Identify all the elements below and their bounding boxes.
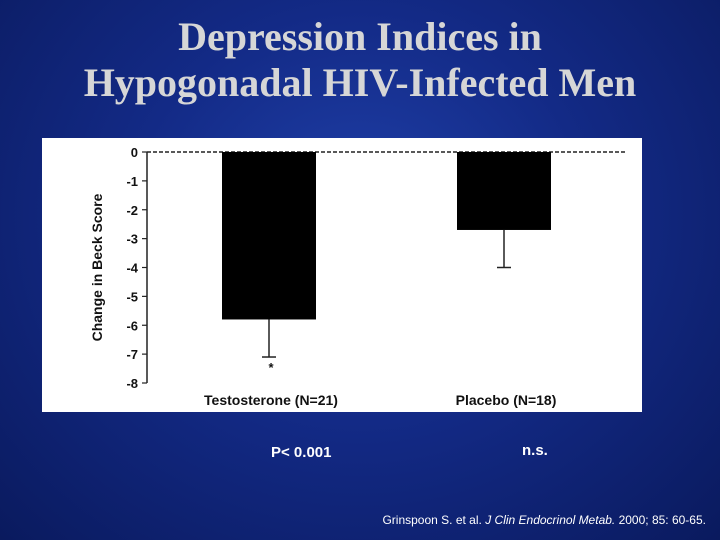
labels: 0 -1 -2 -3 -4 -5 -6 -7 -8 Change in Beck Score * Te… [89,145,556,408]
y-tick-label: 0 [131,145,138,160]
citation: Grinspoon S. et al. J Clin Endocrinol Me… [382,513,706,527]
y-tick-label: -3 [126,232,138,247]
bar-chart: 0 -1 -2 -3 -4 -5 -6 -7 -8 Change in Beck Score * Te… [89,145,627,408]
y-tick-label: -5 [126,289,138,304]
axes [142,151,627,384]
chart-panel: 0 -1 -2 -3 -4 -5 -6 -7 -8 Change in Beck Score * Te… [42,138,642,412]
citation-details: 2000; 85: 60-65. [615,513,706,527]
bars [222,152,551,358]
significance-marker: * [268,360,274,375]
title-line-2: Hypogonadal HIV-Infected Men [83,60,637,105]
pvalue-testosterone: P< 0.001 [271,444,332,461]
category-label: Placebo (N=18) [456,392,557,408]
category-label: Testosterone (N=21) [204,392,338,408]
bar [222,152,316,320]
pvalue-placebo: n.s. [522,442,548,459]
y-tick-label: -2 [126,203,138,218]
y-tick-label: -8 [126,376,138,391]
y-axis-label: Change in Beck Score [89,193,105,341]
y-tick-label: -7 [126,347,138,362]
citation-authors: Grinspoon S. et al. [382,513,486,527]
slide-title: Depression Indices in Hypogonadal HIV-In… [0,14,720,106]
title-line-1: Depression Indices in [178,14,542,59]
y-tick-label: -1 [126,174,138,189]
citation-journal: J Clin Endocrinol Metab. [485,513,616,527]
y-tick-label: -4 [126,261,138,276]
bar [457,152,551,230]
y-tick-label: -6 [126,318,138,333]
